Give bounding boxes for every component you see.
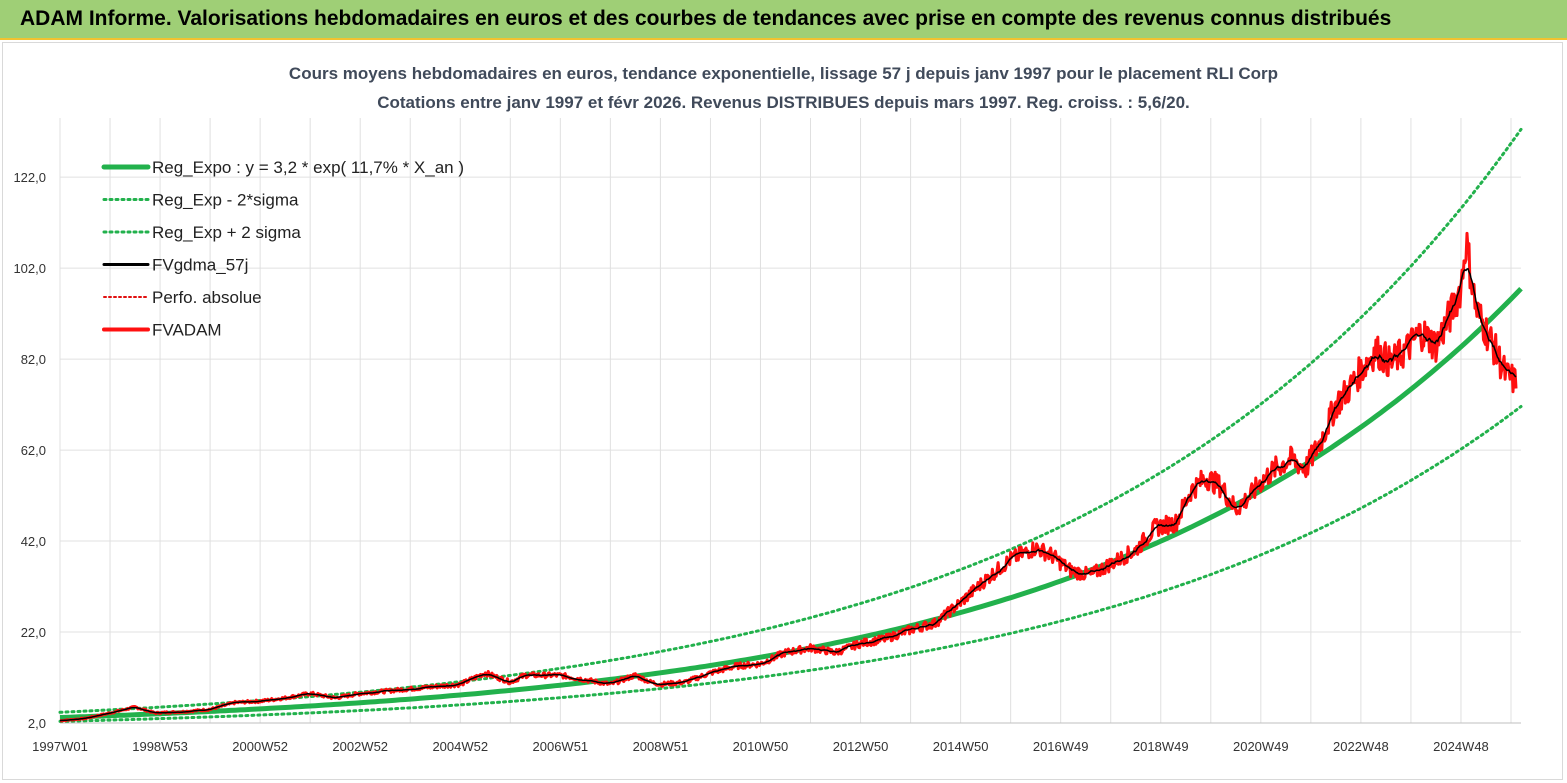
- x-tick-label: 2018W49: [1133, 739, 1189, 754]
- y-tick-label: 2,0: [28, 716, 46, 731]
- y-tick-label: 62,0: [21, 443, 46, 458]
- x-tick-label: 2010W50: [733, 739, 789, 754]
- chart-frame: [2, 42, 1563, 780]
- chart-title: Cours moyens hebdomadaires en euros, ten…: [288, 64, 1279, 83]
- y-tick-label: 42,0: [21, 534, 46, 549]
- chart-subtitle: Cotations entre janv 1997 et févr 2026. …: [377, 93, 1190, 112]
- x-tick-label: 2016W49: [1033, 739, 1089, 754]
- grid: [59, 118, 1521, 724]
- x-tick-label: 2014W50: [933, 739, 989, 754]
- y-tick-label: 122,0: [13, 170, 46, 185]
- legend-label: Reg_Exp + 2 sigma: [152, 223, 301, 242]
- legend-label: FVADAM: [152, 321, 222, 340]
- app-header: ADAM Informe. Valorisations hebdomadaire…: [0, 0, 1567, 40]
- series-lower-band: [58, 405, 1523, 723]
- x-tick-label: 2008W51: [633, 739, 689, 754]
- x-tick-label: 2020W49: [1233, 739, 1289, 754]
- x-axis-ticks: 1997W01 1998W53 2000W52 2002W52 2004W52 2006W…: [32, 739, 1489, 754]
- y-axis-ticks: 2,0 22,0 42,0 62,0 82,0 102,0 122,0: [13, 170, 46, 731]
- y-tick-label: 82,0: [21, 352, 46, 367]
- legend-label: Reg_Expo : y = 3,2 * exp( 11,7% * X_an ): [152, 158, 464, 177]
- series-fvadam: [59, 231, 1518, 723]
- legend: Reg_Expo : y = 3,2 * exp( 11,7% * X_an )…: [101, 158, 464, 340]
- x-tick-label: 2024W48: [1433, 739, 1489, 754]
- series-fvgdma: [59, 267, 1517, 722]
- page-title: ADAM Informe. Valorisations hebdomadaire…: [20, 7, 1392, 30]
- legend-label: Reg_Exp - 2*sigma: [152, 191, 299, 210]
- x-tick-label: 2000W52: [232, 739, 288, 754]
- x-tick-label: 2006W51: [533, 739, 589, 754]
- x-tick-label: 2004W52: [432, 739, 488, 754]
- y-tick-label: 102,0: [13, 261, 46, 276]
- x-tick-label: 2002W52: [332, 739, 388, 754]
- x-tick-label: 1998W53: [132, 739, 188, 754]
- legend-label: Perfo. absolue: [152, 288, 262, 307]
- series-upper-band: [58, 127, 1523, 714]
- x-tick-label: 2022W48: [1333, 739, 1389, 754]
- y-tick-label: 22,0: [21, 625, 46, 640]
- chart-lines: [58, 127, 1523, 723]
- legend-label: FVgdma_57j: [152, 256, 248, 275]
- x-tick-label: 1997W01: [32, 739, 88, 754]
- x-tick-label: 2012W50: [833, 739, 889, 754]
